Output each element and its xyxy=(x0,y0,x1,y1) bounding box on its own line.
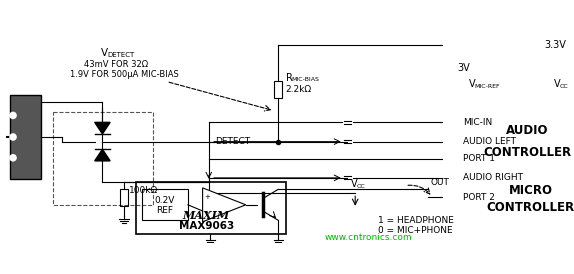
Text: PORT 1: PORT 1 xyxy=(463,154,495,163)
Text: MIC-REF: MIC-REF xyxy=(475,84,501,89)
Bar xyxy=(53,112,153,205)
Text: CC: CC xyxy=(560,84,568,89)
Text: CC: CC xyxy=(356,184,366,189)
Text: 3V: 3V xyxy=(457,63,471,73)
Bar xyxy=(142,189,188,220)
Text: PORT 2: PORT 2 xyxy=(463,193,495,202)
Text: AUDIO RIGHT: AUDIO RIGHT xyxy=(463,173,523,182)
Text: MICRO: MICRO xyxy=(509,184,553,197)
Text: 1.9V FOR 500μA MIC-BIAS: 1.9V FOR 500μA MIC-BIAS xyxy=(70,70,179,79)
Text: -: - xyxy=(205,208,209,217)
Text: MIC-BIAS: MIC-BIAS xyxy=(291,78,319,82)
Text: 2.2kΩ: 2.2kΩ xyxy=(286,85,312,94)
Circle shape xyxy=(10,134,16,140)
Bar xyxy=(135,182,286,234)
Text: REF: REF xyxy=(156,206,173,215)
Text: AUDIO: AUDIO xyxy=(506,124,548,137)
Bar xyxy=(459,162,574,236)
Text: R: R xyxy=(286,73,293,83)
Text: V: V xyxy=(554,79,561,89)
Text: 0.2V: 0.2V xyxy=(154,196,175,205)
Bar xyxy=(120,189,128,206)
Polygon shape xyxy=(203,188,246,222)
Bar xyxy=(10,95,41,179)
Text: 43mV FOR 32Ω: 43mV FOR 32Ω xyxy=(84,60,148,69)
Text: V: V xyxy=(470,79,476,89)
Text: V: V xyxy=(351,179,358,189)
Text: 0 = MIC+PHONE: 0 = MIC+PHONE xyxy=(378,226,453,235)
Circle shape xyxy=(10,112,16,118)
Bar xyxy=(459,74,574,209)
Text: V: V xyxy=(101,48,108,58)
Text: DETECT: DETECT xyxy=(107,52,134,58)
Text: 100kΩ: 100kΩ xyxy=(129,186,158,195)
Text: CONTROLLER: CONTROLLER xyxy=(483,145,571,159)
Bar xyxy=(487,174,493,189)
Text: 3.3V: 3.3V xyxy=(545,40,567,50)
Text: MAXIM: MAXIM xyxy=(183,210,230,221)
Text: www.cntronics.com: www.cntronics.com xyxy=(324,233,412,242)
Circle shape xyxy=(10,155,16,161)
Text: +: + xyxy=(204,194,210,200)
Text: DETECT: DETECT xyxy=(215,137,250,146)
Text: OUT: OUT xyxy=(430,178,449,187)
Text: 1 = HEADPHONE: 1 = HEADPHONE xyxy=(378,216,454,225)
Text: MIC-IN: MIC-IN xyxy=(463,118,492,127)
Bar xyxy=(274,81,282,98)
Text: CONTROLLER: CONTROLLER xyxy=(487,201,574,214)
Polygon shape xyxy=(95,149,110,161)
Text: MAX9063: MAX9063 xyxy=(179,221,234,231)
Polygon shape xyxy=(95,122,110,134)
Text: AUDIO LEFT: AUDIO LEFT xyxy=(463,137,516,146)
